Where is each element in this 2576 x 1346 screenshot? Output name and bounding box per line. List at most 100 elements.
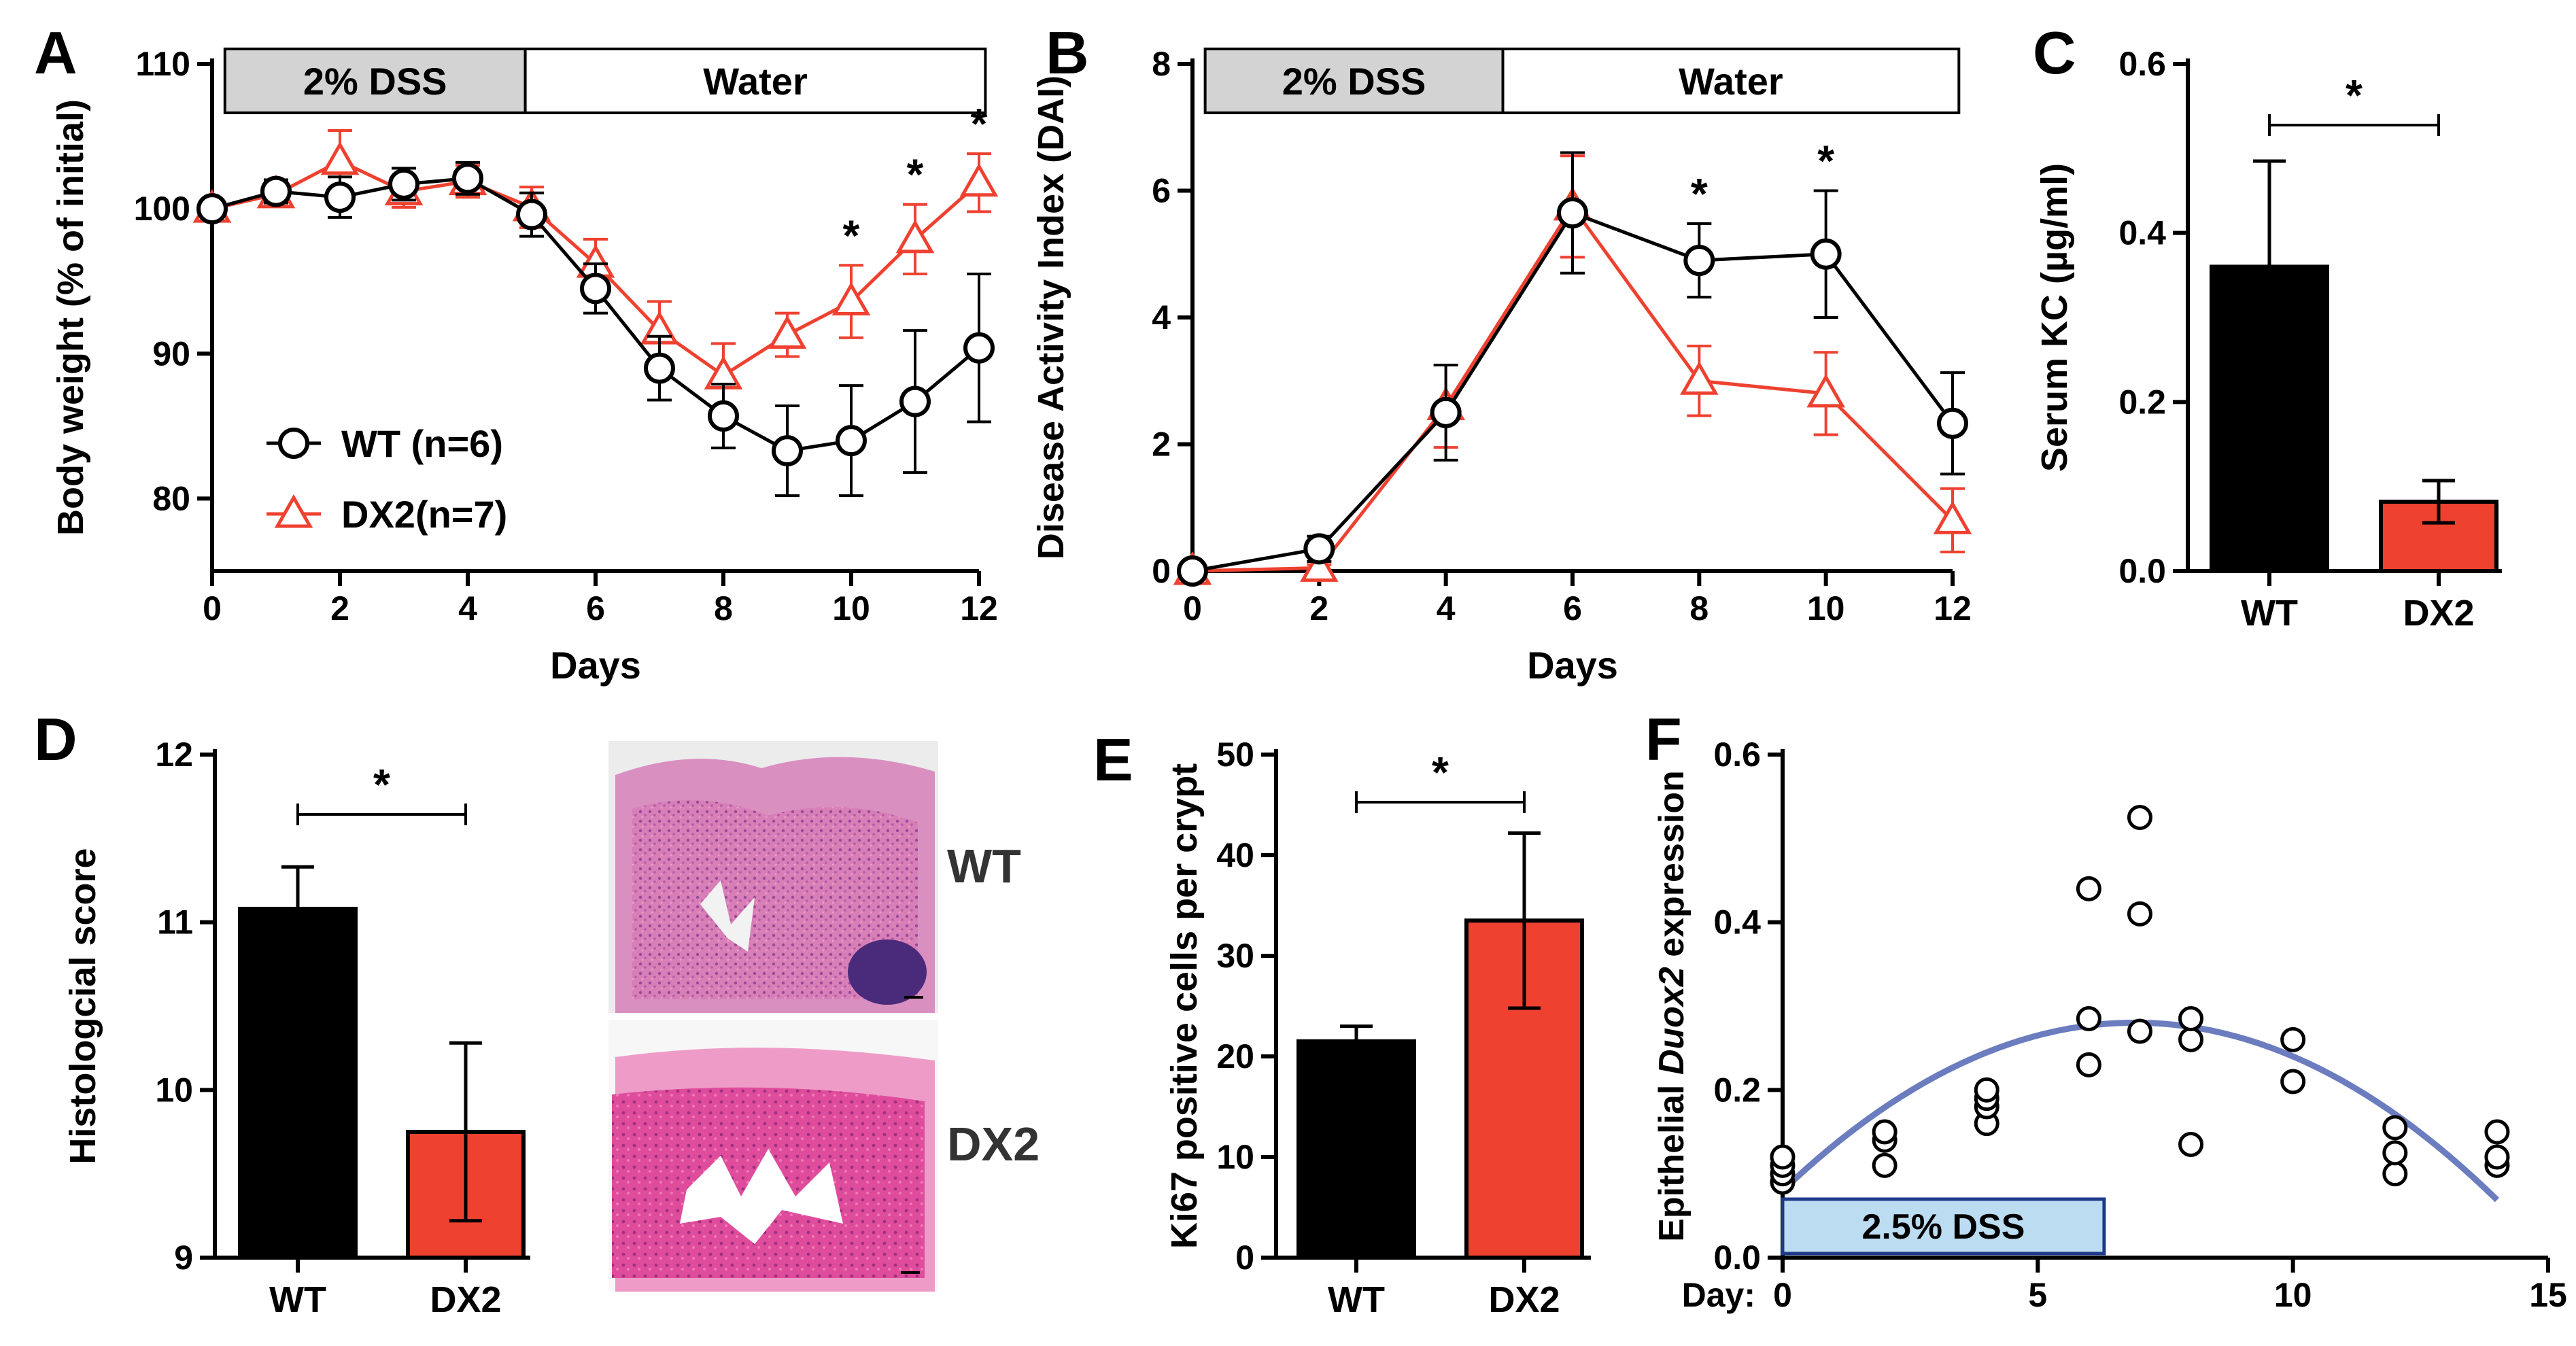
x-tick-label: 2 (330, 589, 349, 627)
data-point (1557, 197, 1588, 229)
legend-label-dx2: DX2(n=7) (341, 493, 507, 536)
y-tick-label: 110 (135, 45, 190, 83)
y-axis-label-suffix: expression (1652, 770, 1691, 967)
scatter-point (2178, 1026, 2204, 1052)
x-tick-label: 0 (203, 589, 222, 627)
panel-letter-b: B (1046, 19, 1089, 86)
panel-letter-a: A (34, 19, 78, 86)
y-axis-label: Histologcial score (63, 848, 103, 1164)
x-tick-label: 2 (1309, 589, 1328, 627)
dss-label: 2.5% DSS (1862, 1207, 2025, 1247)
y-tick-label: 12 (155, 736, 193, 774)
y-axis-label: Ki67 positive cells per crypt (1164, 763, 1205, 1249)
significance-star: * (1817, 137, 1834, 186)
histology-label-dx2: DX2 (947, 1118, 1040, 1171)
y-tick-label: 0.2 (2118, 383, 2166, 421)
scatter-point (2127, 901, 2152, 927)
y-tick-label: 8 (1152, 45, 1171, 83)
y-tick-label: 50 (1216, 736, 1254, 774)
panel-letter-e: E (1093, 726, 1133, 793)
data-point (772, 435, 803, 467)
data-point (278, 428, 309, 459)
y-axis-label: Epithelial Duox2 expression (1652, 770, 1691, 1242)
x-tick-label: WT (269, 1279, 326, 1320)
y-tick-label: 90 (152, 334, 190, 373)
histology-image-dx2 (608, 1020, 938, 1292)
y-tick-label: 9 (174, 1239, 193, 1277)
scatter-point (2484, 1144, 2510, 1170)
data-point (899, 385, 931, 417)
x-tick-label: 5 (2028, 1276, 2047, 1314)
x-tick-label: 10 (832, 589, 870, 627)
data-point (196, 193, 228, 225)
bar-wt (1296, 1039, 1416, 1260)
panel-e-ki67-chart: 0 10 20 30 40 50 Ki67 positive cells per crypt… (1164, 736, 1591, 1320)
histology-image-wt (608, 741, 938, 1013)
data-point (895, 219, 935, 254)
phase-box (1203, 48, 1505, 114)
data-point (1806, 373, 1845, 408)
y-tick-label: 10 (1216, 1138, 1254, 1176)
data-point (452, 162, 483, 194)
x-tick-label: 10 (2274, 1276, 2312, 1314)
scatter-point (1770, 1144, 1796, 1170)
x-tick-label: WT (2241, 593, 2298, 634)
y-tick-label: 100 (134, 190, 190, 228)
bar-wt (238, 906, 358, 1260)
data-point (836, 425, 867, 457)
y-axis-label: Body weight (% of initial) (50, 99, 91, 536)
scatter-point (2127, 1018, 2152, 1044)
significance-star: * (1432, 748, 1449, 797)
y-tick-label: 0 (1235, 1239, 1254, 1277)
x-tick-label: 4 (1437, 589, 1456, 627)
x-tick-label: DX2 (1488, 1279, 1560, 1320)
data-point (388, 168, 419, 200)
phase-label: 2% DSS (1282, 60, 1426, 103)
data-point (1937, 407, 1968, 439)
scatter-point (2076, 876, 2101, 901)
panel-letter-d: D (34, 706, 78, 773)
x-tick-label: 0 (1183, 589, 1202, 627)
data-point (1810, 238, 1842, 270)
y-tick-label: 40 (1216, 836, 1254, 874)
y-tick-label: 4 (1152, 298, 1171, 336)
scatter-point (2178, 1006, 2204, 1031)
data-point (963, 332, 995, 364)
data-point (1177, 555, 1208, 587)
data-point (644, 352, 675, 384)
data-point (959, 162, 999, 197)
panel-a-body-weight-chart: 2% DSS Water 80 90 100 110 0 2 4 6 8 10 12 Days Body w… (50, 45, 999, 687)
histology-label-wt: WT (947, 840, 1021, 893)
panel-f-duox2-chart: 0.0 0.2 0.4 0.6 0 5 10 15 Day: Epithelial Duox2 e… (1652, 736, 2567, 1314)
x-tick-label: 4 (458, 589, 477, 627)
scatter-point (2280, 1026, 2306, 1052)
panel-letter-c: C (2033, 19, 2076, 86)
scatter-point (1974, 1077, 1999, 1103)
y-tick-label: 6 (1152, 172, 1171, 210)
data-point (831, 281, 871, 316)
phase-label: 2% DSS (303, 60, 447, 103)
scatter-point (2280, 1069, 2306, 1094)
data-point (1680, 361, 1719, 395)
x-tick-label: 12 (960, 589, 998, 627)
x-tick-label: WT (1328, 1279, 1385, 1320)
y-axis-label-gene: Duox2 (1652, 967, 1691, 1075)
y-tick-label: 80 (152, 479, 190, 517)
x-tick-label: DX2 (430, 1279, 501, 1320)
dss-box (1781, 1197, 2106, 1256)
data-point (320, 141, 360, 175)
significance-star: * (843, 211, 860, 260)
bar-wt (2210, 264, 2329, 573)
y-tick-label: 0.6 (1713, 736, 1761, 774)
legend-label-wt: WT (n=6) (341, 422, 503, 465)
data-point (1430, 396, 1462, 428)
data-point (324, 182, 356, 213)
panel-c-serum-kc-chart: 0.0 0.2 0.4 0.6 Serum KC (µg/ml) WT DX2 * (2034, 45, 2502, 634)
scatter-point (2382, 1161, 2408, 1187)
significance-star: * (971, 99, 988, 148)
data-point (1300, 548, 1339, 582)
significance-star: * (907, 150, 924, 199)
x-axis-prefix: Day: (1682, 1276, 1755, 1314)
significance-star: * (2346, 71, 2363, 120)
